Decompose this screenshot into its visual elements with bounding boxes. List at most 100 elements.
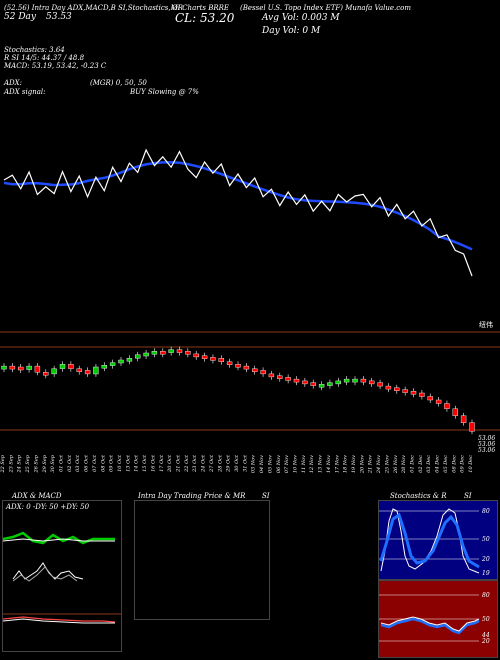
candle-body: [134, 354, 141, 359]
date-tick-label: 20 Nov: [359, 455, 365, 474]
candle-body: [226, 361, 233, 365]
date-tick-label: 23 Sep: [8, 454, 14, 473]
candle-body: [1, 365, 7, 370]
adx-macd-plot: [3, 531, 121, 624]
buy-signal-readout: BUY Slowing @ 7%: [130, 88, 199, 96]
candle-body: [76, 368, 82, 372]
date-tick-label: 04 Nov: [259, 455, 265, 473]
date-tick-label: 24 Sep: [17, 454, 23, 473]
candle-body: [268, 373, 275, 378]
candle-body: [419, 392, 425, 397]
date-tick-label: 13 Nov: [318, 455, 324, 473]
stoch-d-line: [379, 512, 480, 569]
date-tick-label: 10 Dec: [468, 455, 474, 473]
rsi-tick-20: 20: [481, 638, 490, 645]
candle-body: [93, 366, 99, 375]
date-tick-label: 05 Nov: [267, 455, 273, 473]
date-tick-label: 21 Nov: [368, 455, 374, 474]
date-tick-label: 17 Nov: [334, 455, 340, 473]
candle-body: [185, 351, 191, 355]
date-tick-label: 27 Oct: [209, 454, 215, 473]
date-tick-label: 04 Dec: [435, 455, 441, 473]
candle-body: [51, 368, 57, 375]
candle-body: [460, 415, 467, 423]
moving-average-line: [3, 161, 473, 251]
date-tick-label: 15 Oct: [142, 454, 148, 472]
intraday-title: Intra Day Trading Price & MR: [138, 492, 246, 500]
date-tick-label: 17 Oct: [159, 454, 165, 472]
candle-body: [34, 365, 41, 373]
date-tick-label: 02 Oct: [67, 454, 73, 472]
date-tick-label: 20 Oct: [167, 454, 173, 473]
header-day-val: 53.53: [46, 12, 72, 22]
date-tick-label: 18 Nov: [343, 455, 349, 473]
candle-body: [251, 368, 258, 372]
adx-green-line: [3, 531, 115, 545]
date-tick-label: 16 Oct: [150, 454, 156, 472]
adx-macd-title: ADX & MACD: [12, 492, 62, 500]
candle-body: [101, 365, 108, 369]
date-tick-label: 31 Oct: [242, 454, 248, 472]
candle-body: [427, 396, 433, 401]
candle-body: [327, 382, 333, 386]
day-volume: Day Vol: 0 M: [262, 26, 321, 36]
candle-body: [68, 364, 74, 369]
candle-body: [160, 351, 166, 355]
candle-body: [377, 382, 383, 387]
stoch-tick-20: 20: [481, 556, 490, 563]
rsi-white-line: [380, 616, 480, 632]
date-tick-label: 14 Oct: [134, 454, 140, 472]
rsi-readout: R SI 14/5: 44.37 / 48.8: [4, 54, 85, 62]
rsi-panel: 80 50 20 44: [378, 580, 498, 658]
date-tick-label: 01 Oct: [59, 454, 65, 472]
stoch-si: SI: [464, 492, 472, 500]
adx-values: ADX: 0 -DY: 50 +DY: 50: [6, 503, 90, 511]
date-tick-label: 03 Dec: [426, 455, 432, 473]
candle-body: [260, 370, 266, 375]
candle-body: [452, 408, 458, 416]
date-tick-label: 29 Sep: [42, 454, 48, 473]
date-tick-label: 10 Nov: [293, 455, 299, 473]
candle-body: [302, 380, 308, 385]
date-tick-label: 25 Sep: [25, 454, 31, 473]
date-tick-label: 14 Nov: [326, 455, 332, 473]
candle-body: [59, 364, 66, 369]
candle-body: [26, 365, 32, 370]
candle-body: [369, 380, 375, 385]
date-tick-label: 26 Sep: [33, 454, 39, 473]
stochastics-plot: 80 50 20 19: [379, 508, 490, 577]
date-tick-label: 08 Oct: [100, 454, 106, 472]
macd-readout: MACD: 53.19, 53.42, -0.23 C: [4, 62, 107, 70]
candle-body: [402, 389, 408, 393]
rsi-blue-line: [380, 617, 480, 635]
candle-body: [469, 422, 475, 432]
candle-body: [385, 385, 392, 390]
price-line: [3, 148, 473, 277]
rsi-tick-50: 50: [482, 616, 490, 623]
stochastics-readout: Stochastics: 3.64: [4, 46, 65, 54]
candle-body: [444, 403, 450, 409]
candle-body: [118, 359, 124, 364]
candle-body: [210, 357, 216, 361]
date-tick-label: 07 Nov: [284, 455, 290, 473]
avg-volume: Avg Vol: 0.003 M: [262, 13, 340, 23]
date-tick-label: 06 Oct: [84, 454, 90, 472]
date-tick-label: 21 Oct: [176, 454, 182, 473]
date-tick-label: 09 Oct: [109, 454, 115, 472]
header-left: (52.56) Intra Day ADX,MACD,B: [4, 4, 116, 12]
header-right: (Bessel U.S. Topo Index ETF) Munafa Valu…: [240, 4, 412, 12]
candle-body: [277, 375, 283, 379]
candle-body: [168, 349, 174, 353]
date-tick-label: 06 Nov: [276, 455, 282, 473]
candle-body: [9, 365, 16, 370]
candle-body: [360, 378, 367, 383]
candle-body: [352, 378, 358, 383]
date-tick-label: 30 Oct: [234, 454, 240, 472]
date-tick-label: 29 Oct: [226, 454, 232, 473]
close-price: CL: 53.20: [175, 11, 235, 25]
date-tick-label: 24 Oct: [201, 454, 207, 473]
adx-readout: ADX:: [4, 79, 23, 87]
price-label: 53.06: [478, 435, 496, 442]
date-tick-label: 03 Oct: [75, 454, 81, 472]
date-tick-label: 28 Oct: [217, 454, 223, 473]
